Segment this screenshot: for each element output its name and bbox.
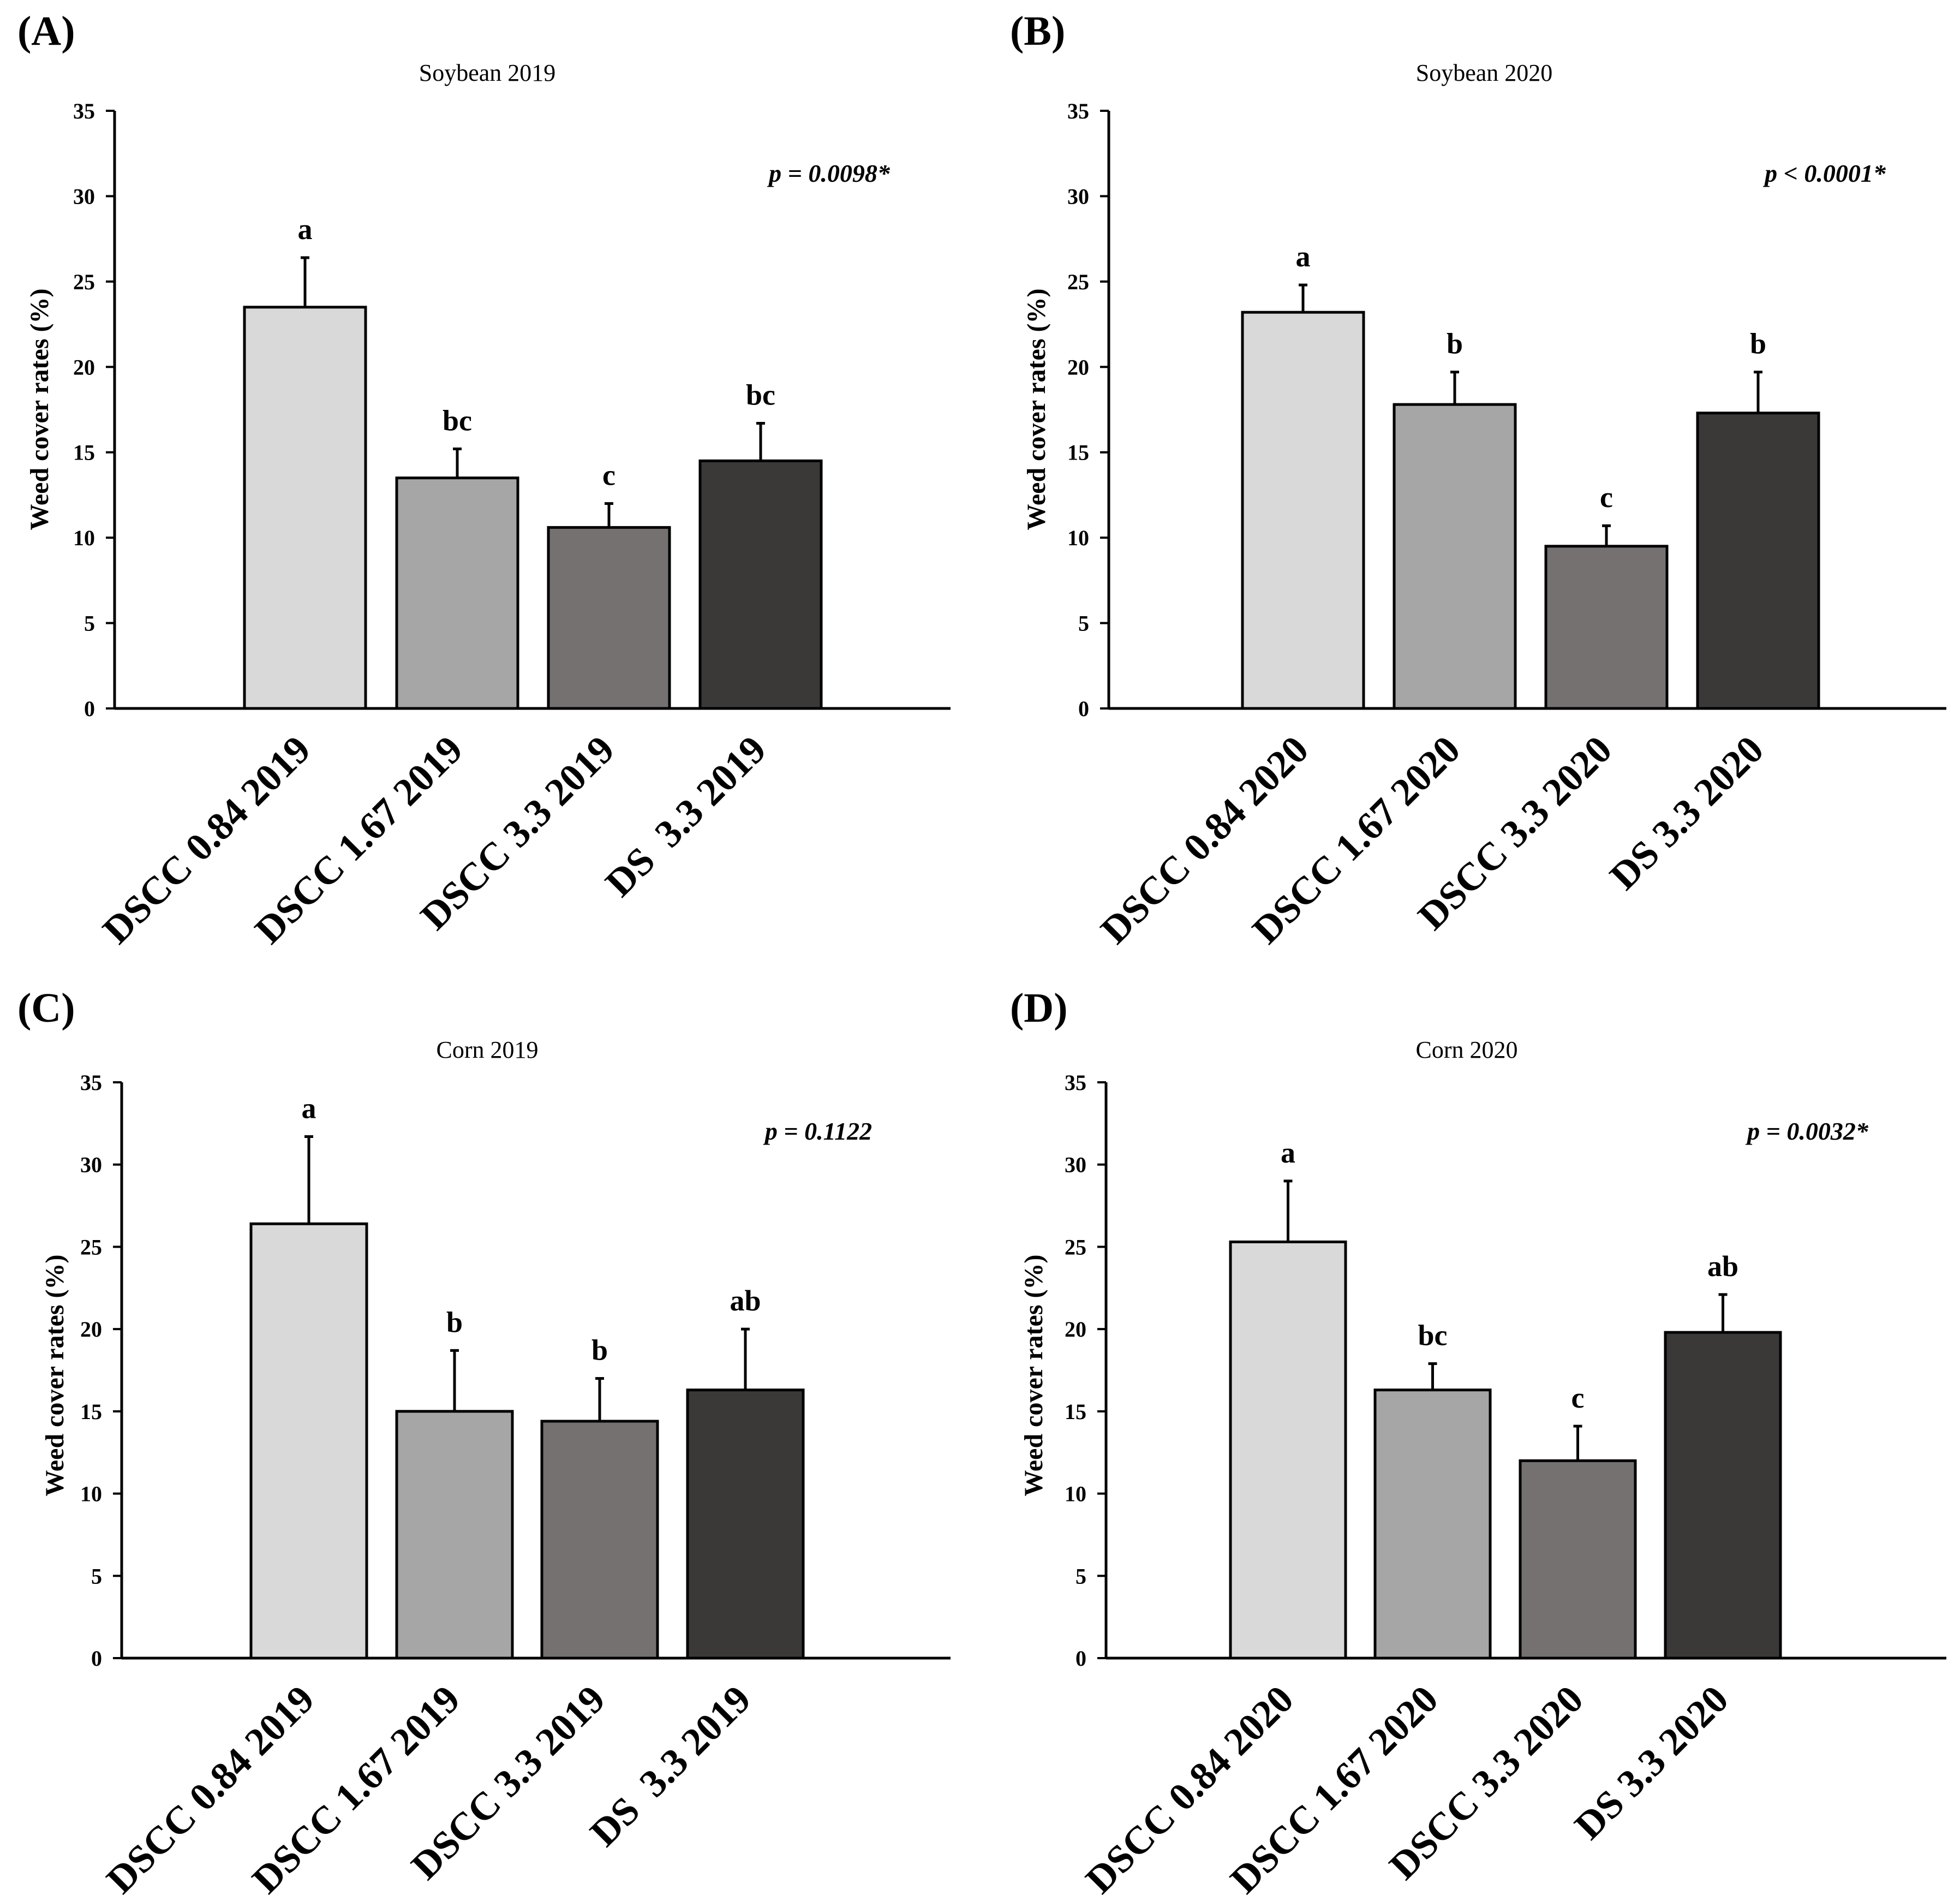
panel-label: (A) [17, 8, 75, 54]
y-tick-label: 10 [1065, 1482, 1086, 1506]
significance-letter: bc [1418, 1319, 1448, 1351]
significance-letter: b [591, 1334, 608, 1367]
chart-title: Soybean 2019 [419, 59, 556, 86]
significance-letter: bc [746, 379, 775, 412]
y-tick-label: 35 [1065, 1070, 1086, 1095]
y-tick-label: 5 [84, 611, 95, 636]
bar [1519, 1459, 1637, 1660]
y-tick-label: 30 [80, 1153, 102, 1177]
y-tick-label: 25 [73, 270, 95, 294]
x-tick-label: DS 3.3 2020 [1602, 728, 1772, 898]
significance-letter: c [1571, 1381, 1585, 1414]
y-tick-label: 30 [1067, 184, 1089, 208]
significance-letter: b [1750, 327, 1766, 360]
y-tick-label: 15 [80, 1399, 102, 1424]
significance-letter: b [446, 1306, 463, 1338]
significance-letter: ab [1707, 1250, 1738, 1283]
y-tick-label: 20 [80, 1317, 102, 1342]
bar [1373, 1388, 1492, 1660]
y-tick-label: 35 [80, 1070, 102, 1095]
y-axis-label: Weed cover rates (%) [1019, 1255, 1048, 1497]
significance-letter: c [602, 459, 616, 492]
bar [547, 526, 671, 710]
bar [1664, 1331, 1782, 1660]
y-tick-label: 15 [1065, 1399, 1086, 1424]
y-tick-label: 20 [1067, 355, 1089, 379]
significance-letter: c [1600, 481, 1613, 514]
significance-letter: a [1296, 240, 1311, 273]
y-tick-label: 0 [1075, 1646, 1086, 1671]
significance-letter: bc [443, 404, 472, 437]
significance-letter: a [1281, 1136, 1295, 1169]
significance-letter: b [1447, 327, 1463, 360]
bar [243, 306, 367, 710]
y-tick-label: 30 [73, 184, 95, 208]
p-value-annotation: p = 0.0098* [767, 159, 891, 187]
p-value-annotation: p < 0.0001* [1762, 159, 1886, 187]
bar [395, 1410, 514, 1660]
bar [686, 1388, 805, 1660]
y-tick-label: 25 [1067, 270, 1089, 294]
y-tick-label: 20 [73, 355, 95, 379]
bar [1393, 403, 1517, 710]
p-value-annotation: p = 0.0032* [1745, 1117, 1869, 1145]
p-value-annotation: p = 0.1122 [763, 1117, 872, 1145]
y-tick-label: 25 [80, 1235, 102, 1259]
panel-label: (B) [1010, 8, 1065, 54]
significance-letter: a [302, 1092, 316, 1124]
x-tick-label: DS 3.3 2020 [1566, 1677, 1737, 1848]
x-tick-label: DS 3.3 2019 [597, 728, 774, 905]
y-tick-label: 5 [1078, 611, 1089, 636]
y-axis-label: Weed cover rates (%) [40, 1255, 69, 1497]
y-tick-label: 15 [73, 440, 95, 465]
y-axis-label: Weed cover rates (%) [1022, 289, 1051, 531]
bar [249, 1222, 368, 1660]
y-tick-label: 0 [1078, 696, 1089, 721]
y-tick-label: 5 [91, 1564, 102, 1588]
y-tick-label: 10 [73, 526, 95, 550]
y-axis-label: Weed cover rates (%) [25, 289, 54, 531]
y-tick-label: 20 [1065, 1317, 1086, 1342]
panel-label: (D) [1010, 985, 1068, 1031]
bar [1241, 311, 1365, 710]
bar [1696, 412, 1820, 710]
bar [1229, 1240, 1347, 1660]
y-tick-label: 35 [73, 99, 95, 123]
chart-title: Soybean 2020 [1416, 59, 1553, 86]
significance-letter: ab [730, 1284, 761, 1317]
significance-letter: a [298, 213, 313, 246]
y-tick-label: 30 [1065, 1153, 1086, 1177]
y-tick-label: 0 [91, 1646, 102, 1671]
chart-title: Corn 2019 [437, 1036, 539, 1063]
chart-title: Corn 2020 [1416, 1036, 1518, 1063]
bar [1544, 545, 1669, 710]
panel-label: (C) [17, 985, 75, 1031]
bar [540, 1420, 659, 1660]
y-tick-label: 0 [84, 696, 95, 721]
y-tick-label: 10 [80, 1482, 102, 1506]
y-tick-label: 25 [1065, 1235, 1086, 1259]
bar [395, 476, 519, 710]
y-tick-label: 10 [1067, 526, 1089, 550]
y-tick-label: 5 [1075, 1564, 1086, 1588]
bar [698, 459, 823, 710]
y-tick-label: 35 [1067, 99, 1089, 123]
y-tick-label: 15 [1067, 440, 1089, 465]
